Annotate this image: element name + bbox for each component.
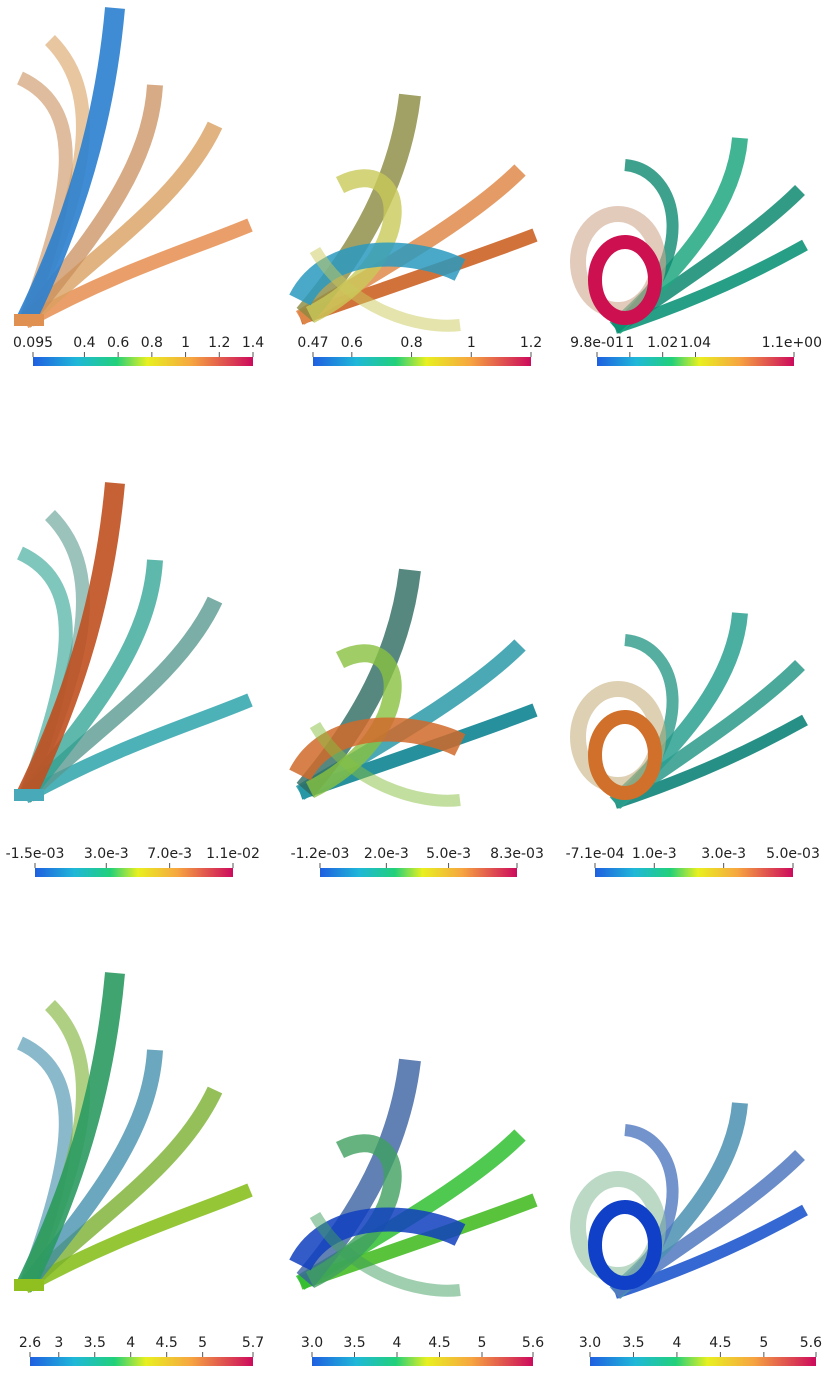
ribbon: [296, 93, 421, 323]
rendering: [14, 7, 253, 329]
rendering: [289, 93, 538, 332]
colorbar-tick-label: 0.8: [141, 335, 163, 351]
colorbar-tick-label: 3.5: [84, 1335, 106, 1351]
colorbar: [320, 868, 517, 877]
colorbar-tick-label: 1.1e-02: [206, 846, 260, 862]
ring: [588, 710, 662, 800]
colorbar-tick-label: 5.7: [242, 1335, 264, 1351]
colorbar: [312, 1357, 533, 1366]
colorbar-tick-label: -7.1e-04: [566, 846, 625, 862]
colorbar-tick-label: 0.47: [297, 335, 328, 351]
colorbar-tick-label: 3.5: [343, 1335, 365, 1351]
ring: [588, 235, 662, 325]
ribbon: [16, 482, 125, 802]
colorbar-tick-label: 5.0e-3: [426, 846, 471, 862]
ribbon: [296, 568, 421, 798]
colorbar-tick-label: 4: [126, 1335, 135, 1351]
ribbon: [16, 972, 125, 1292]
colorbar: [33, 357, 253, 366]
rendering: [289, 568, 538, 807]
colorbar-tick-label: 1.1e+00: [762, 335, 822, 351]
colorbar-tick-label: 4: [393, 1335, 402, 1351]
colorbar: [595, 868, 793, 877]
rendering: [570, 1102, 808, 1299]
colorbar-tick-label: 3.0: [301, 1335, 323, 1351]
colorbar-tick-label: 0.8: [400, 335, 422, 351]
ribbon: [289, 242, 466, 307]
base: [14, 1279, 44, 1291]
colorbar-tick-label: 5.6: [522, 1335, 544, 1351]
colorbar-tick-label: 5: [198, 1335, 207, 1351]
rendering: [570, 137, 808, 334]
colorbar-tick-label: -1.5e-03: [6, 846, 65, 862]
ribbon: [289, 1207, 466, 1272]
colorbar-tick-label: 4.5: [428, 1335, 450, 1351]
colorbar-tick-label: 3.0e-3: [701, 846, 746, 862]
colorbar-tick-label: 4: [672, 1335, 681, 1351]
rendering: [570, 612, 808, 809]
ribbon: [309, 246, 461, 332]
ribbon: [21, 1183, 253, 1294]
colorbar-tick-label: -1.2e-03: [291, 846, 350, 862]
colorbar-tick-label: 5.6: [800, 1335, 822, 1351]
colorbar-tick-label: 3.5: [622, 1335, 644, 1351]
colorbar-tick-label: 9.8e-01: [570, 335, 624, 351]
colorbar-tick-label: 1: [625, 335, 634, 351]
rendering: [289, 1058, 538, 1297]
colorbar-tick-label: 1.02: [647, 335, 678, 351]
rendering: [14, 482, 253, 804]
rendering: [14, 972, 253, 1294]
colorbar-tick-label: 5: [759, 1335, 768, 1351]
base: [14, 789, 44, 801]
colorbar-tick-label: 1.2: [520, 335, 542, 351]
colorbar: [35, 868, 233, 877]
colorbar-tick-label: 1.4: [242, 335, 264, 351]
colorbar: [597, 357, 794, 366]
colorbar-tick-label: 0.095: [13, 335, 53, 351]
colorbar-tick-label: 2.0e-3: [364, 846, 409, 862]
colorbar-tick-label: 5.0e-03: [766, 846, 820, 862]
colorbar: [313, 357, 531, 366]
colorbar-tick-label: 0.6: [107, 335, 129, 351]
colorbar-tick-label: 1.0e-3: [632, 846, 677, 862]
colorbar-tick-label: 4.5: [156, 1335, 178, 1351]
colorbar-tick-label: 1: [467, 335, 476, 351]
ribbon: [16, 7, 125, 327]
colorbar-tick-label: 0.4: [73, 335, 95, 351]
colorbar: [30, 1357, 253, 1366]
colorbar-tick-label: 5: [478, 1335, 487, 1351]
ribbon: [309, 1211, 461, 1297]
colorbar: [590, 1357, 816, 1366]
colorbar-tick-label: 4.5: [709, 1335, 731, 1351]
ribbon: [309, 721, 461, 807]
ribbon: [21, 218, 253, 329]
colorbar-tick-label: 7.0e-3: [147, 846, 192, 862]
colorbar-tick-label: 0.6: [341, 335, 363, 351]
colorbar-tick-label: 1.04: [680, 335, 711, 351]
ribbon: [21, 693, 253, 804]
colorbar-tick-label: 1: [181, 335, 190, 351]
colorbar-tick-label: 8.3e-03: [490, 846, 544, 862]
colorbar-tick-label: 3: [54, 1335, 63, 1351]
base: [14, 314, 44, 326]
colorbar-tick-label: 3.0: [579, 1335, 601, 1351]
ribbon: [289, 717, 466, 782]
ribbon: [296, 1058, 421, 1288]
colorbar-tick-label: 1.2: [208, 335, 230, 351]
colorbar-tick-label: 2.6: [19, 1335, 41, 1351]
colorbar-tick-label: 3.0e-3: [84, 846, 129, 862]
ring: [588, 1200, 662, 1290]
